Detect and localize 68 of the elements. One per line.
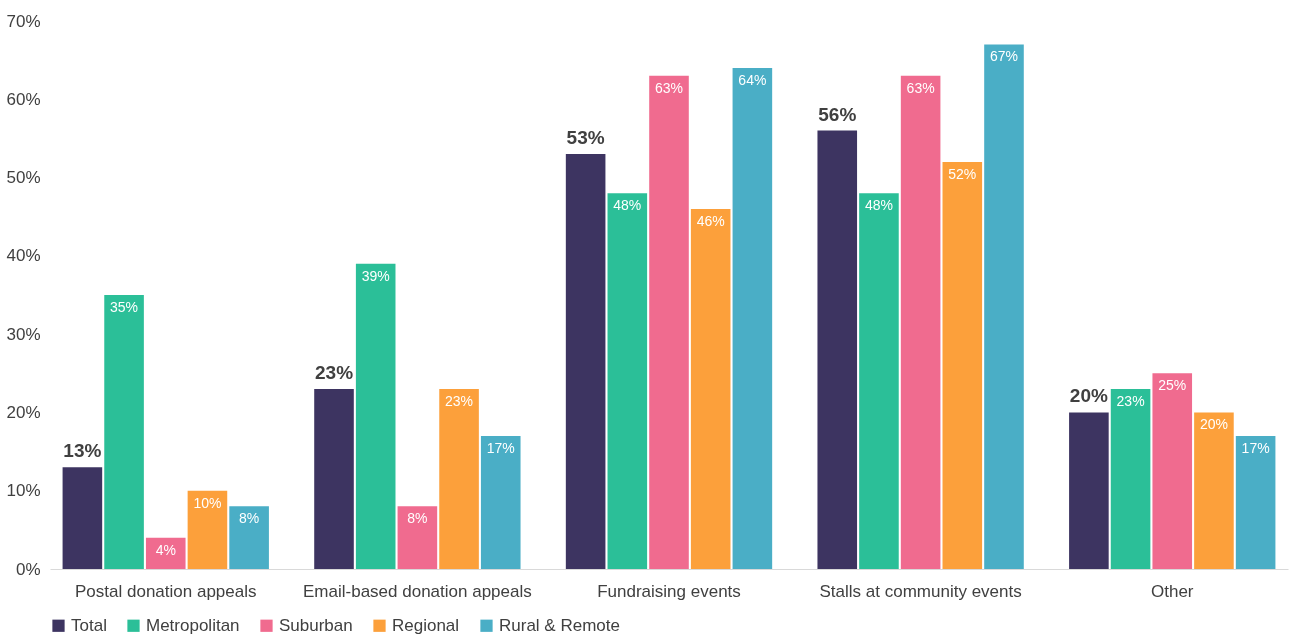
bar (187, 490, 228, 569)
y-tick-label: 30% (6, 324, 41, 344)
bar (314, 388, 354, 569)
data-label: 64% (738, 71, 767, 88)
bar (732, 67, 773, 569)
legend-label: Rural & Remote (499, 615, 620, 635)
legend-label: Metropolitan (146, 615, 240, 635)
y-tick-label: 0% (15, 559, 41, 579)
bar (1110, 388, 1151, 569)
legend-label: Total (71, 615, 107, 635)
bar (355, 263, 396, 569)
y-tick-label: 60% (6, 89, 41, 109)
y-tick-label: 40% (6, 246, 41, 266)
data-label: 8% (239, 510, 260, 527)
x-tick-label: Postal donation appeals (75, 581, 257, 601)
bar (690, 208, 731, 569)
bar (984, 44, 1024, 569)
bar (565, 154, 606, 569)
bar (1069, 412, 1109, 569)
data-label: 17% (486, 439, 515, 456)
x-tick-label: Email-based donation appeals (303, 581, 532, 601)
y-tick-label: 10% (6, 481, 41, 501)
data-label: 67% (989, 48, 1019, 65)
bar (942, 161, 983, 569)
data-label: 52% (948, 165, 977, 182)
data-label: 39% (361, 267, 390, 284)
data-label: 23% (445, 392, 474, 409)
data-label: 23% (314, 361, 354, 383)
data-label: 48% (864, 197, 893, 214)
bar (145, 537, 186, 569)
legend-label: Suburban (279, 615, 353, 635)
data-label: 8% (407, 510, 428, 527)
data-label: 46% (696, 212, 725, 229)
bar (62, 467, 103, 569)
bar (439, 388, 479, 569)
bar (607, 193, 648, 569)
data-label: 10% (193, 494, 222, 511)
data-label: 20% (1069, 385, 1108, 407)
legend-label: Regional (392, 615, 460, 635)
bar (397, 506, 438, 569)
data-label: 63% (654, 79, 684, 96)
y-tick-label: 70% (6, 11, 41, 31)
y-tick-label: 20% (6, 402, 41, 422)
data-label: 48% (613, 197, 642, 214)
data-label: 35% (110, 299, 139, 315)
bar (480, 435, 521, 569)
bar (229, 506, 269, 569)
data-label: 4% (155, 541, 176, 558)
data-label: 17% (1241, 439, 1270, 456)
data-label: 23% (1116, 392, 1145, 409)
data-label: 53% (566, 127, 605, 149)
x-tick-label: Other (1150, 581, 1194, 601)
bar (900, 75, 941, 569)
data-label: 20% (1199, 416, 1228, 433)
bar (1235, 435, 1276, 569)
bar (649, 75, 689, 569)
data-label: 13% (63, 440, 102, 462)
bar (104, 295, 144, 569)
bar (1152, 373, 1193, 569)
x-tick-label: Stalls at community events (819, 581, 1022, 601)
y-tick-label: 50% (6, 168, 41, 188)
data-label: 63% (906, 79, 935, 96)
data-label: 56% (818, 103, 857, 125)
bar (859, 193, 899, 569)
x-tick-label: Fundraising events (597, 581, 741, 601)
bar (1194, 412, 1234, 569)
data-label: 25% (1158, 377, 1187, 394)
bar (817, 130, 858, 569)
